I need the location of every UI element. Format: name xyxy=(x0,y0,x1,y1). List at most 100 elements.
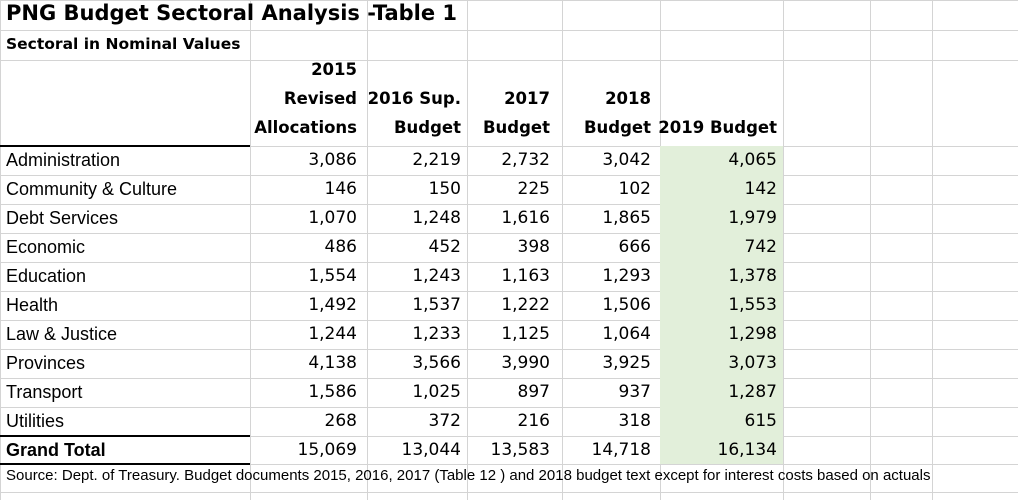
value-cell: 1,163 xyxy=(501,266,550,286)
row-label: Administration xyxy=(6,150,121,170)
value-cell: 1,616 xyxy=(501,208,550,228)
row-label: Provinces xyxy=(6,353,86,373)
gridline-horizontal xyxy=(0,262,1018,263)
value-cell: 216 xyxy=(517,411,550,431)
total-top-border-line xyxy=(0,435,250,437)
gridline-horizontal xyxy=(0,146,1018,147)
row-label: Debt Services xyxy=(6,208,119,228)
header-border-line xyxy=(0,145,250,147)
gridline-horizontal xyxy=(0,233,1018,234)
value-cell: 3,990 xyxy=(501,353,550,373)
highlight-column-2019 xyxy=(660,146,783,464)
grand-total-label: Grand Total xyxy=(6,440,106,460)
gridline-vertical xyxy=(932,0,933,500)
column-header-line: 2018 xyxy=(605,89,651,108)
value-cell: 3,566 xyxy=(412,353,461,373)
value-cell: 1,492 xyxy=(308,295,357,315)
gridline-vertical xyxy=(870,0,871,500)
value-cell: 486 xyxy=(324,237,357,257)
column-header-line: Allocations xyxy=(254,118,357,137)
gridline-vertical xyxy=(783,0,784,500)
value-cell: 1,064 xyxy=(602,324,651,344)
gridline-horizontal xyxy=(0,464,1018,465)
gridline-horizontal xyxy=(0,349,1018,350)
value-cell: 1,243 xyxy=(412,266,461,286)
value-cell: 615 xyxy=(744,411,777,431)
value-cell: 2,219 xyxy=(412,150,461,170)
value-cell: 666 xyxy=(618,237,651,257)
value-cell: 398 xyxy=(517,237,550,257)
row-label: Health xyxy=(6,295,59,315)
value-cell: 3,042 xyxy=(602,150,651,170)
value-cell: 268 xyxy=(324,411,357,431)
gridline-vertical xyxy=(250,0,251,500)
row-label: Community & Culture xyxy=(6,179,178,199)
value-cell: 1,244 xyxy=(308,324,357,344)
value-cell: 1,298 xyxy=(728,324,777,344)
table-title: PNG Budget Sectoral Analysis -Table 1 xyxy=(6,1,458,25)
column-header-line: Budget xyxy=(583,118,651,137)
value-cell: 1,222 xyxy=(501,295,550,315)
column-header-line: 2019 Budget xyxy=(658,118,777,137)
row-label: Transport xyxy=(6,382,83,402)
value-cell: 1,378 xyxy=(728,266,777,286)
value-cell: 1,537 xyxy=(412,295,461,315)
gridline-horizontal xyxy=(0,320,1018,321)
gridline-vertical xyxy=(0,0,1,500)
gridline-horizontal xyxy=(0,60,1018,61)
value-cell: 742 xyxy=(744,237,777,257)
source-note: Source: Dept. of Treasury. Budget docume… xyxy=(6,467,931,484)
value-cell: 4,065 xyxy=(728,150,777,170)
value-cell: 1,125 xyxy=(501,324,550,344)
value-cell: 1,233 xyxy=(412,324,461,344)
gridline-vertical xyxy=(562,0,563,500)
value-cell: 4,138 xyxy=(308,353,357,373)
row-label: Economic xyxy=(6,237,86,257)
value-cell: 2,732 xyxy=(501,150,550,170)
column-header-line: 2016 Sup. xyxy=(367,89,461,108)
value-cell: 1,506 xyxy=(602,295,651,315)
value-cell: 14,718 xyxy=(591,440,651,460)
table-subtitle: Sectoral in Nominal Values xyxy=(6,35,241,53)
value-cell: 452 xyxy=(428,237,461,257)
gridline-vertical xyxy=(367,0,368,500)
value-cell: 3,086 xyxy=(308,150,357,170)
value-cell: 3,925 xyxy=(602,353,651,373)
value-cell: 142 xyxy=(744,179,777,199)
column-header-line: Revised xyxy=(283,89,357,108)
row-label: Education xyxy=(6,266,87,286)
gridline-vertical xyxy=(467,0,468,500)
value-cell: 13,044 xyxy=(401,440,461,460)
column-header-line: Budget xyxy=(393,118,461,137)
value-cell: 102 xyxy=(618,179,651,199)
value-cell: 1,979 xyxy=(728,208,777,228)
value-cell: 318 xyxy=(618,411,651,431)
total-bottom-border-line xyxy=(0,463,250,465)
value-cell: 1,248 xyxy=(412,208,461,228)
column-header-line: 2017 xyxy=(504,89,550,108)
gridline-horizontal xyxy=(0,436,1018,437)
value-cell: 1,554 xyxy=(308,266,357,286)
value-cell: 225 xyxy=(517,179,550,199)
gridline-horizontal xyxy=(0,175,1018,176)
value-cell: 146 xyxy=(324,179,357,199)
value-cell: 937 xyxy=(618,382,651,402)
row-label: Utilities xyxy=(6,411,65,431)
value-cell: 1,586 xyxy=(308,382,357,402)
value-cell: 1,553 xyxy=(728,295,777,315)
gridline-horizontal xyxy=(0,0,1018,1)
gridline-horizontal xyxy=(0,407,1018,408)
value-cell: 1,865 xyxy=(602,208,651,228)
value-cell: 1,070 xyxy=(308,208,357,228)
value-cell: 1,287 xyxy=(728,382,777,402)
value-cell: 16,134 xyxy=(717,440,777,460)
gridline-horizontal xyxy=(0,291,1018,292)
value-cell: 3,073 xyxy=(728,353,777,373)
value-cell: 1,293 xyxy=(602,266,651,286)
value-cell: 372 xyxy=(428,411,461,431)
gridline-horizontal xyxy=(0,30,1018,31)
column-header-line: Budget xyxy=(482,118,550,137)
gridline-horizontal xyxy=(0,492,1018,493)
gridline-horizontal xyxy=(0,378,1018,379)
